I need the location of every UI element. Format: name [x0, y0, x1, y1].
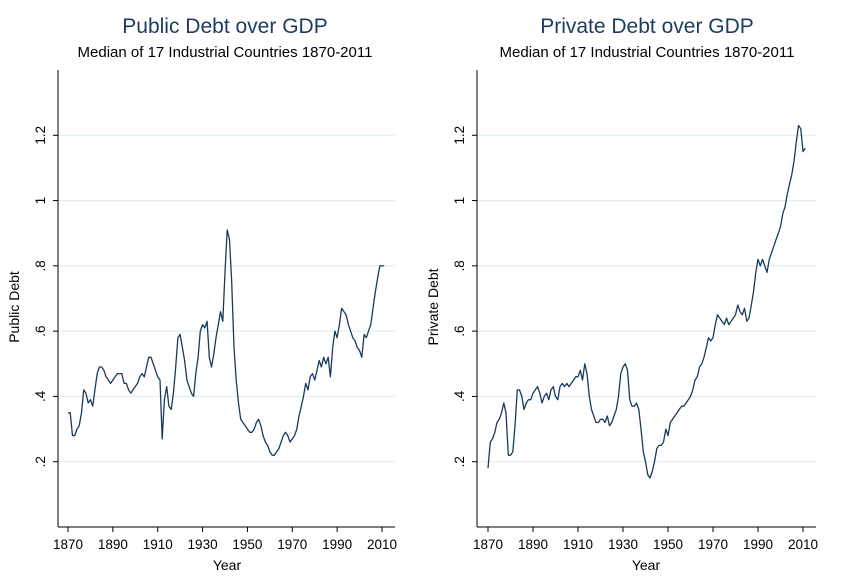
y-tick-label: 1.2 — [33, 126, 48, 145]
x-tick-label: 1990 — [743, 537, 773, 552]
gridlines — [477, 134, 816, 463]
y-tick-label: .2 — [33, 456, 48, 467]
x-ticks: 1870 1890 1910 1930 1950 1970 1990 2010 — [473, 527, 818, 552]
x-tick-label: 1890 — [98, 537, 128, 552]
x-axis-label: Year — [213, 557, 242, 573]
y-tick-label: .4 — [452, 390, 467, 402]
gridlines — [58, 134, 395, 463]
y-tick-label: 1 — [452, 197, 467, 205]
y-axis-label: Public Debt — [6, 271, 22, 343]
x-tick-label: 1970 — [277, 537, 307, 552]
chart-subtitle: Median of 17 Industrial Countries 1870-2… — [78, 44, 373, 61]
x-tick-label: 2010 — [788, 537, 818, 552]
x-tick-label: 1870 — [473, 537, 503, 552]
y-tick-label: .6 — [452, 326, 467, 337]
y-tick-label: .2 — [452, 456, 467, 467]
y-tick-label: 1 — [33, 197, 48, 205]
x-tick-label: 1910 — [563, 537, 593, 552]
public-debt-chart: Public Debt over GDP Median of 17 Indust… — [6, 15, 397, 573]
y-tick-label: .6 — [33, 326, 48, 337]
x-axis-label: Year — [632, 557, 661, 573]
x-tick-label: 1890 — [518, 537, 548, 552]
chart-title: Public Debt over GDP — [122, 15, 327, 38]
y-tick-label: .4 — [33, 390, 48, 402]
y-ticks: .2 .4 .6 .8 1 1.2 — [452, 126, 477, 467]
x-tick-label: 1910 — [143, 537, 173, 552]
x-tick-label: 2010 — [367, 537, 397, 552]
y-ticks: .2 .4 .6 .8 1 1.2 — [33, 126, 58, 467]
y-tick-label: .8 — [452, 260, 467, 271]
x-tick-label: 1990 — [322, 537, 352, 552]
x-ticks: 1870 1890 1910 1930 1950 1970 1990 2010 — [53, 527, 397, 552]
x-tick-label: 1970 — [698, 537, 728, 552]
private-debt-chart: Private Debt over GDP Median of 17 Indus… — [425, 15, 818, 573]
y-axis-label: Private Debt — [425, 268, 441, 345]
x-tick-label: 1950 — [653, 537, 683, 552]
private-debt-series-line — [487, 124, 806, 479]
public-debt-series-line — [68, 229, 385, 456]
x-tick-label: 1870 — [53, 537, 83, 552]
chart-title: Private Debt over GDP — [540, 15, 754, 38]
x-tick-label: 1930 — [188, 537, 218, 552]
chart-subtitle: Median of 17 Industrial Countries 1870-2… — [500, 44, 795, 61]
y-tick-label: .8 — [33, 260, 48, 271]
x-tick-label: 1930 — [608, 537, 638, 552]
x-tick-label: 1950 — [232, 537, 262, 552]
y-tick-label: 1.2 — [452, 126, 467, 145]
